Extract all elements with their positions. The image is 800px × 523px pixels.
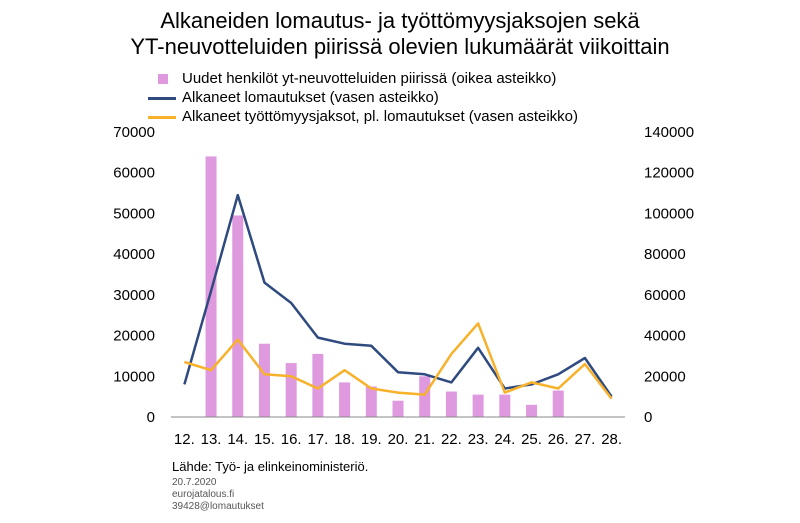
- left-tick-label: 0: [147, 409, 155, 426]
- right-tick-label: 60000: [644, 287, 686, 304]
- x-tick-label: 14.: [227, 431, 248, 448]
- legend-label-bars: Uudet henkilöt yt-neuvotteluiden piiriss…: [182, 70, 557, 87]
- legend-swatch-bars: [158, 74, 168, 84]
- right-tick-label: 100000: [644, 205, 694, 222]
- bar-20: [392, 400, 404, 417]
- right-tick-label: 40000: [644, 328, 686, 345]
- left-tick-label: 60000: [113, 165, 155, 182]
- site-note: eurojatalous.fi: [172, 489, 235, 500]
- x-tick-label: 24.: [494, 431, 515, 448]
- bar-25: [526, 404, 538, 417]
- legend-swatch-line2: [148, 116, 176, 119]
- x-tick-label: 27.: [575, 431, 596, 448]
- bar-26: [552, 390, 564, 417]
- right-tick-label: 0: [644, 409, 652, 426]
- bar-22: [445, 391, 457, 417]
- bar-17: [312, 353, 324, 417]
- code-note: 39428@lomautukset: [172, 501, 264, 512]
- x-tick-label: 12.: [174, 431, 195, 448]
- left-tick-label: 70000: [113, 124, 155, 141]
- bar-15: [258, 343, 270, 417]
- x-tick-label: 26.: [548, 431, 569, 448]
- x-tick-label: 18.: [334, 431, 355, 448]
- legend-label-line2: Alkaneet työttömyysjaksot, pl. lomautuks…: [182, 108, 579, 125]
- x-tick-label: 28.: [601, 431, 622, 448]
- left-tick-label: 10000: [113, 368, 155, 385]
- right-tick-label: 120000: [644, 165, 694, 182]
- bar-24: [499, 394, 511, 417]
- x-tick-label: 15.: [254, 431, 275, 448]
- x-tick-label: 17.: [307, 431, 328, 448]
- x-tick-label: 25.: [521, 431, 542, 448]
- left-tick-label: 30000: [113, 287, 155, 304]
- legend-label-line1: Alkaneet lomautukset (vasen asteikko): [182, 89, 439, 106]
- bar-18: [339, 382, 351, 417]
- x-tick-label: 13.: [201, 431, 222, 448]
- legend-swatch-line1: [148, 97, 176, 100]
- x-tick-label: 22.: [441, 431, 462, 448]
- date-note: 20.7.2020: [172, 477, 217, 488]
- bar-16: [285, 363, 297, 417]
- chart-title-line2: YT-neuvotteluiden piirissä olevien lukum…: [130, 34, 670, 59]
- x-tick-label: 21.: [414, 431, 435, 448]
- chart-title-line1: Alkaneiden lomautus- ja työttömyysjaksoj…: [160, 8, 640, 33]
- bar-14: [232, 215, 244, 417]
- right-tick-label: 20000: [644, 368, 686, 385]
- bar-21: [419, 376, 431, 417]
- right-tick-label: 140000: [644, 124, 694, 141]
- bar-23: [472, 394, 484, 417]
- left-tick-label: 40000: [113, 246, 155, 263]
- source-note: Lähde: Työ- ja elinkeinoministeriö.: [172, 459, 369, 474]
- left-tick-label: 20000: [113, 328, 155, 345]
- x-tick-label: 19.: [361, 431, 382, 448]
- x-tick-label: 20.: [388, 431, 409, 448]
- bar-19: [365, 386, 377, 417]
- x-tick-label: 16.: [281, 431, 302, 448]
- left-tick-label: 50000: [113, 205, 155, 222]
- line-tyottomyysjaksot: [184, 322, 613, 400]
- x-tick-label: 23.: [468, 431, 489, 448]
- right-tick-label: 80000: [644, 246, 686, 263]
- line-lomautukset: [183, 193, 613, 398]
